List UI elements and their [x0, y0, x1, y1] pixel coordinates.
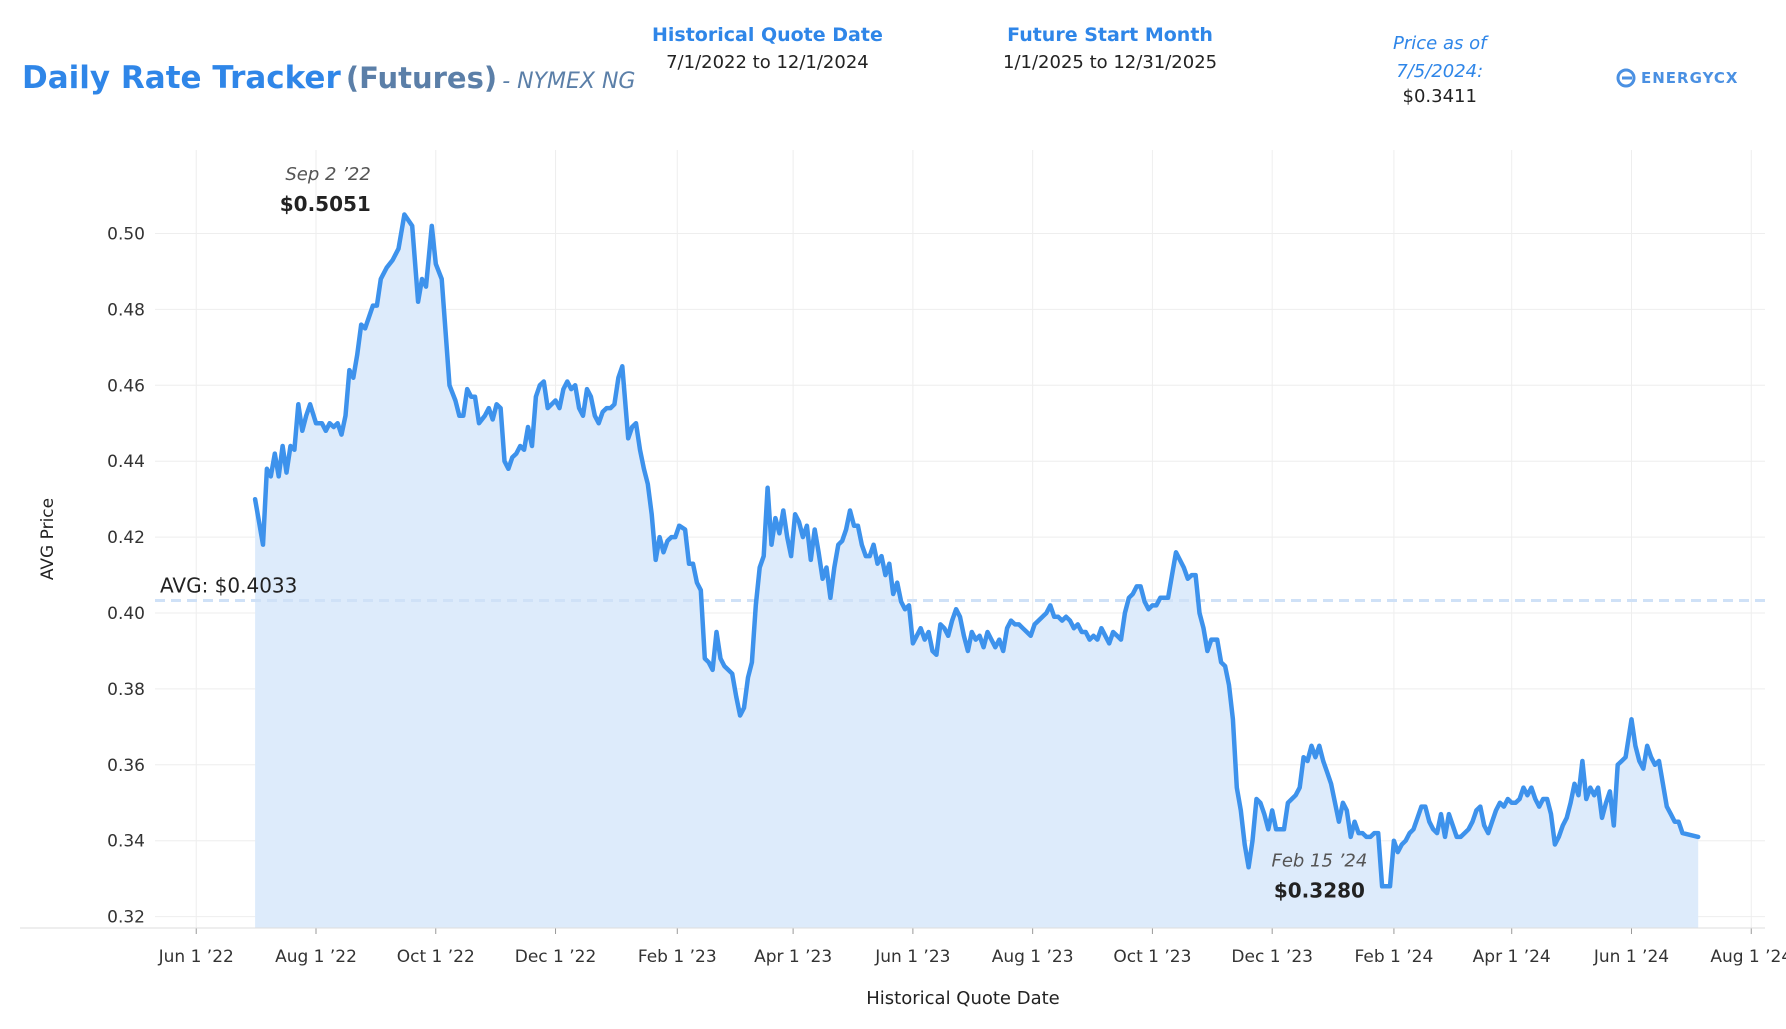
x-tick-label: Oct 1 ’22	[397, 947, 475, 967]
dashboard-header: Daily Rate Tracker (Futures) - NYMEX NG …	[0, 0, 1786, 140]
x-tick-label: Jun 1 ’23	[874, 947, 950, 967]
y-tick-label: 0.46	[107, 376, 145, 396]
future-start-filter[interactable]: Future Start Month 1/1/2025 to 12/31/202…	[1003, 24, 1217, 73]
chart-axes: 0.32 0.34 0.36 0.38 0.40 0.42 0.44 0.46 0.48 0.50…	[20, 224, 1786, 967]
x-tick-label: Oct 1 ’23	[1113, 947, 1191, 967]
y-tick-label: 0.50	[107, 224, 145, 244]
x-tick-label: Jun 1 ’24	[1593, 947, 1669, 967]
y-tick-label: 0.34	[107, 832, 145, 852]
average-label: AVG: $0.4033	[160, 573, 297, 597]
y-tick-label: 0.44	[107, 452, 145, 472]
current-price-box: Price as of 7/5/2024: $0.3411	[1393, 30, 1486, 107]
logo-text: ENERGYCX	[1641, 69, 1739, 87]
price-as-of-date: 7/5/2024:	[1396, 61, 1484, 82]
x-tick-label: Jun 1 ’22	[158, 947, 234, 967]
y-tick-label: 0.48	[107, 300, 145, 320]
x-tick-label: Aug 1 ’24	[1710, 947, 1786, 967]
historical-quote-filter[interactable]: Historical Quote Date 7/1/2022 to 12/1/2…	[652, 24, 883, 73]
x-tick-label: Apr 1 ’23	[754, 947, 832, 967]
annotation-peak-value: $0.5051	[280, 192, 371, 216]
price-as-of-label: Price as of	[1393, 33, 1487, 54]
x-axis-label: Historical Quote Date	[866, 988, 1060, 1009]
x-tick-label: Feb 1 ’23	[638, 947, 717, 967]
x-tick-label: Dec 1 ’22	[515, 947, 597, 967]
title-main: Daily Rate Tracker	[22, 60, 341, 96]
future-start-value: 1/1/2025 to 12/31/2025	[1003, 52, 1218, 73]
historical-quote-value: 7/1/2022 to 12/1/2024	[666, 52, 869, 73]
future-start-label: Future Start Month	[1007, 24, 1213, 46]
energycx-logo-icon	[1616, 68, 1636, 88]
y-tick-label: 0.38	[107, 680, 145, 700]
y-axis-label: AVG Price	[38, 498, 58, 580]
dashboard-title: Daily Rate Tracker (Futures) - NYMEX NG	[22, 60, 635, 96]
current-price-value: $0.3411	[1402, 86, 1477, 107]
annotation-low-date: Feb 15 ’24	[1271, 850, 1367, 871]
annotation-peak-date: Sep 2 ’22	[285, 164, 370, 185]
energycx-logo: ENERGYCX	[1615, 67, 1738, 89]
title-source: - NYMEX NG	[502, 69, 636, 94]
annotation-low-value: $0.3280	[1274, 878, 1365, 902]
x-tick-label: Apr 1 ’24	[1473, 947, 1551, 967]
x-tick-label: Feb 1 ’24	[1355, 947, 1434, 967]
y-tick-label: 0.40	[107, 604, 145, 624]
x-tick-label: Aug 1 ’23	[992, 947, 1074, 967]
title-sub: (Futures)	[345, 61, 498, 95]
y-tick-label: 0.42	[107, 528, 145, 548]
y-tick-label: 0.36	[107, 756, 145, 776]
x-tick-label: Dec 1 ’23	[1231, 947, 1313, 967]
y-tick-label: 0.32	[107, 908, 145, 928]
historical-quote-label: Historical Quote Date	[652, 24, 883, 46]
x-tick-label: Aug 1 ’22	[275, 947, 357, 967]
price-area-fill	[255, 214, 1699, 928]
price-series-line	[252, 212, 1701, 889]
